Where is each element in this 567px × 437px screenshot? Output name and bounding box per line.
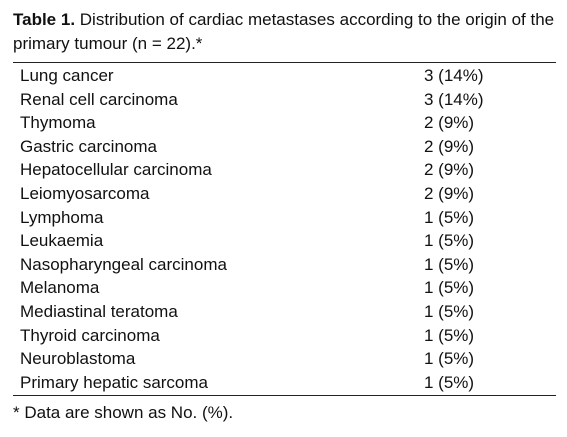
count-percent: 2 (9%) bbox=[424, 160, 475, 180]
tumour-origin: Leiomyosarcoma bbox=[20, 183, 150, 203]
tumour-origin: Renal cell carcinoma bbox=[20, 89, 178, 109]
table-row: Leukaemia 1 (5%) bbox=[13, 229, 556, 253]
title-text: Distribution of cardiac metastases accor… bbox=[13, 10, 555, 53]
tumour-origin: Melanoma bbox=[20, 278, 100, 298]
table-row: Nasopharyngeal carcinoma 1 (5%) bbox=[13, 253, 556, 277]
count-percent: 1 (5%) bbox=[424, 254, 475, 274]
count-percent: 1 (5%) bbox=[424, 207, 475, 227]
count-percent: 1 (5%) bbox=[424, 231, 475, 251]
tumour-origin: Primary hepatic sarcoma bbox=[20, 372, 209, 392]
table-body: Lung cancer 3 (14%) Renal cell carcinoma 3 … bbox=[13, 64, 556, 394]
tumour-origin: Thymoma bbox=[20, 113, 96, 133]
count-percent: 2 (9%) bbox=[424, 113, 475, 133]
table-row: Primary hepatic sarcoma 1 (5%) bbox=[13, 371, 556, 395]
count-percent: 3 (14%) bbox=[424, 66, 484, 85]
table-row: Lymphoma 1 (5%) bbox=[13, 206, 556, 230]
table-row: Thymoma 2 (9%) bbox=[13, 111, 556, 135]
top-rule bbox=[13, 62, 556, 63]
count-percent: 1 (5%) bbox=[424, 325, 475, 345]
tumour-origin: Lymphoma bbox=[20, 207, 104, 227]
footnote: * Data are shown as No. (%). bbox=[13, 403, 234, 422]
table-row: Melanoma 1 (5%) bbox=[13, 276, 556, 300]
tumour-origin: Lung cancer bbox=[20, 66, 114, 85]
table-row: Mediastinal teratoma 1 (5%) bbox=[13, 300, 556, 324]
count-percent: 1 (5%) bbox=[424, 278, 475, 298]
table-row: Thyroid carcinoma 1 (5%) bbox=[13, 324, 556, 348]
tumour-origin: Nasopharyngeal carcinoma bbox=[20, 254, 227, 274]
tumour-origin: Thyroid carcinoma bbox=[20, 325, 160, 345]
table-row: Neuroblastoma 1 (5%) bbox=[13, 347, 556, 371]
tumour-origin: Leukaemia bbox=[20, 231, 104, 251]
table-row: Renal cell carcinoma 3 (14%) bbox=[13, 88, 556, 112]
tumour-origin: Hepatocellular carcinoma bbox=[20, 160, 212, 180]
tumour-origin: Neuroblastoma bbox=[20, 349, 136, 369]
count-percent: 2 (9%) bbox=[424, 183, 475, 203]
table-row: Leiomyosarcoma 2 (9%) bbox=[13, 182, 556, 206]
count-percent: 1 (5%) bbox=[424, 372, 475, 392]
count-percent: 3 (14%) bbox=[424, 89, 484, 109]
table-title: Table 1. Distribution of cardiac metasta… bbox=[13, 8, 558, 56]
count-percent: 1 (5%) bbox=[424, 301, 475, 321]
count-percent: 1 (5%) bbox=[424, 349, 475, 369]
tumour-origin: Mediastinal teratoma bbox=[20, 301, 178, 321]
tumour-origin: Gastric carcinoma bbox=[20, 136, 157, 156]
table-row: Hepatocellular carcinoma 2 (9%) bbox=[13, 158, 556, 182]
bottom-rule bbox=[13, 395, 556, 396]
table-row: Lung cancer 3 (14%) bbox=[13, 64, 556, 88]
count-percent: 2 (9%) bbox=[424, 136, 475, 156]
table-row: Gastric carcinoma 2 (9%) bbox=[13, 135, 556, 159]
title-label: Table 1. bbox=[13, 10, 76, 29]
